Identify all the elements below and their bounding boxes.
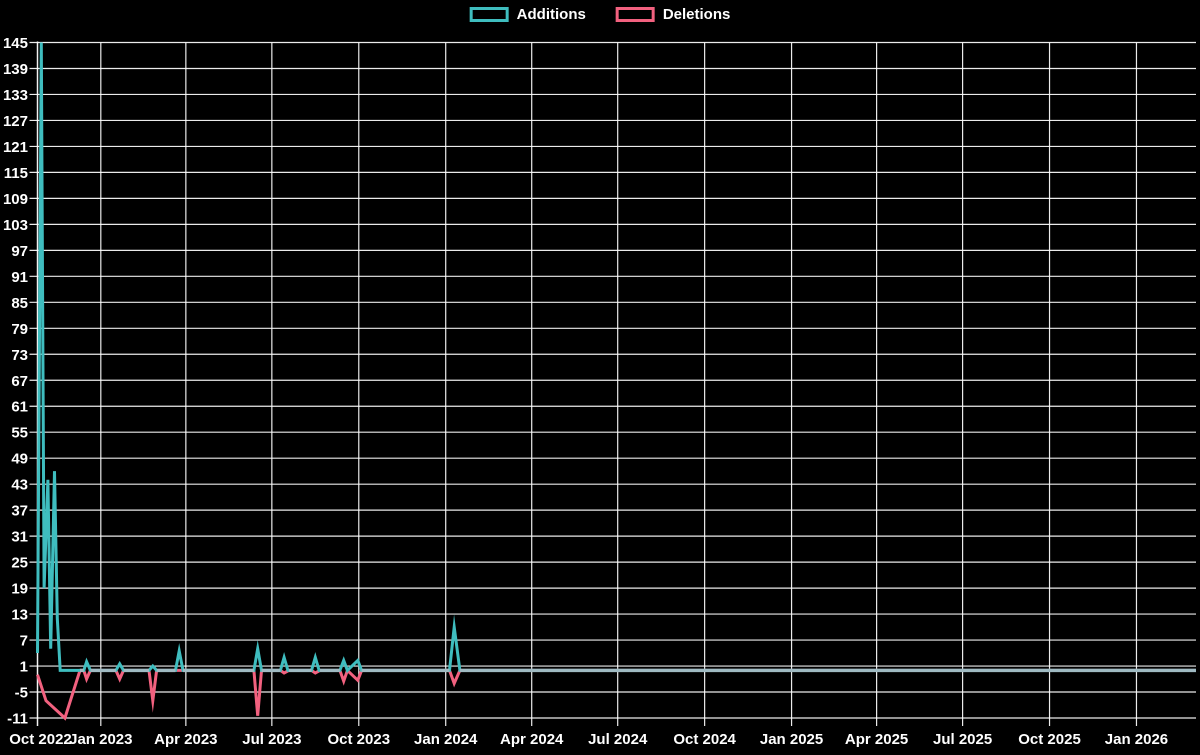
additions-legend-label: Additions bbox=[516, 6, 586, 23]
y-tick-label: 13 bbox=[11, 607, 28, 624]
y-tick-label: 73 bbox=[11, 347, 28, 364]
y-tick-labels: 145 139 133 127 121 115 109 103 97 91 85 79 73 67 61 55… bbox=[3, 35, 28, 728]
y-tick-label: 37 bbox=[11, 503, 28, 520]
y-tick-label: 7 bbox=[20, 633, 28, 650]
y-tick-label: 85 bbox=[11, 295, 28, 312]
additions-legend-swatch bbox=[469, 7, 509, 22]
deletions-legend-swatch bbox=[615, 7, 655, 22]
y-tick-label: 49 bbox=[11, 451, 28, 468]
y-tick-label: 79 bbox=[11, 321, 28, 338]
y-tick-label: 1 bbox=[20, 659, 28, 676]
y-tick-label: 103 bbox=[3, 217, 28, 234]
x-tick-label: Apr 2025 bbox=[845, 731, 908, 748]
y-tick-label: 133 bbox=[3, 87, 28, 104]
y-tick-label: 127 bbox=[3, 113, 28, 130]
y-tick-label: -5 bbox=[15, 685, 28, 702]
y-tick-label: 31 bbox=[11, 529, 28, 546]
additions-line bbox=[36, 42, 1196, 674]
x-tick-label: Apr 2023 bbox=[154, 731, 217, 748]
y-tick-label: -11 bbox=[7, 711, 28, 728]
y-tick-label: 97 bbox=[11, 243, 28, 260]
legend-item-additions[interactable]: Additions bbox=[469, 6, 586, 23]
y-tick-label: 139 bbox=[3, 61, 28, 78]
x-tick-label: Oct 2023 bbox=[328, 731, 391, 748]
x-tick-label: Jul 2024 bbox=[588, 731, 648, 748]
y-gridlines bbox=[29, 41, 1196, 719]
x-tick-label: Jan 2024 bbox=[414, 731, 478, 748]
x-tick-label: Oct 2024 bbox=[673, 731, 736, 748]
x-tick-label: Oct 2025 bbox=[1018, 731, 1081, 748]
x-tick-label: Jan 2026 bbox=[1105, 731, 1168, 748]
y-tick-label: 55 bbox=[11, 425, 28, 442]
x-tick-label: Oct 2022 bbox=[9, 731, 72, 748]
x-tick-label: Jan 2025 bbox=[760, 731, 823, 748]
deletions-legend-label: Deletions bbox=[662, 6, 731, 23]
y-tick-label: 67 bbox=[11, 373, 28, 390]
y-tick-label: 61 bbox=[11, 399, 28, 416]
chart-legend: Additions Deletions bbox=[469, 6, 731, 23]
x-tick-label: Apr 2024 bbox=[500, 731, 564, 748]
y-tick-label: 145 bbox=[3, 35, 28, 52]
y-tick-label: 43 bbox=[11, 477, 28, 494]
x-tick-label: Jul 2023 bbox=[242, 731, 301, 748]
y-tick-label: 25 bbox=[11, 555, 28, 572]
y-tick-label: 91 bbox=[11, 269, 28, 286]
legend-item-deletions[interactable]: Deletions bbox=[615, 6, 731, 23]
y-tick-label: 115 bbox=[4, 165, 28, 182]
x-gridlines bbox=[100, 42, 1138, 726]
x-tick-label: Jan 2023 bbox=[69, 731, 132, 748]
y-tick-label: 121 bbox=[3, 139, 28, 156]
y-tick-label: 19 bbox=[11, 581, 28, 598]
y-tick-label: 109 bbox=[3, 191, 28, 208]
x-tick-label: Jul 2025 bbox=[933, 731, 992, 748]
